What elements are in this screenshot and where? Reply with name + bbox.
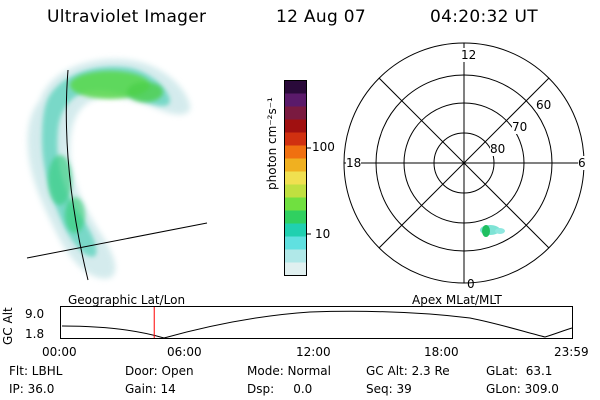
mlt-label-6: 6 — [578, 156, 586, 170]
mlt-label-18: 18 — [346, 156, 362, 170]
timeline-left-title: Geographic Lat/Lon — [68, 293, 186, 307]
info-gain: Gain: 14 — [125, 382, 176, 396]
colorbar-tick-100: 100 — [312, 140, 335, 154]
orbit-altitude-curve — [61, 310, 573, 339]
colorbar-stripe — [284, 106, 307, 120]
colorbar-stripe — [284, 158, 307, 172]
image-date: 12 Aug 07 — [276, 7, 366, 27]
polar-mlt-plot — [343, 42, 585, 284]
colorbar-tick-10: 10 — [315, 227, 331, 241]
colorbar — [284, 80, 307, 276]
colorbar-stripe — [284, 80, 307, 94]
latitude-line — [26, 222, 208, 259]
lat-label-70: 70 — [512, 120, 528, 134]
colorbar-stripe — [284, 184, 307, 198]
instrument-title: Ultraviolet Imager — [47, 7, 207, 27]
timeline-ymax: 9.0 — [25, 307, 45, 321]
colorbar-stripe — [284, 249, 307, 263]
info-door: Door: Open — [125, 364, 194, 378]
info-dsp: Dsp: 0.0 — [247, 382, 313, 396]
info-filter: Flt: LBHL — [9, 364, 63, 378]
x-tick-2359: 23:59 — [554, 345, 589, 359]
mlt-label-0: 0 — [467, 277, 475, 291]
colorbar-stripe — [284, 236, 307, 250]
info-ip: IP: 36.0 — [9, 382, 55, 396]
x-tick-1200: 12:00 — [296, 345, 331, 359]
info-gc-alt: GC Alt: 2.3 Re — [366, 364, 450, 378]
lat-label-60: 60 — [536, 98, 552, 112]
colorbar-stripe — [284, 210, 307, 224]
info-mode: Mode: Normal — [247, 364, 331, 378]
colorbar-stripe — [284, 262, 307, 276]
x-tick-0600: 06:00 — [167, 345, 202, 359]
x-tick-1800: 18:00 — [424, 345, 459, 359]
colorbar-stripe — [284, 171, 307, 185]
colorbar-ticks — [307, 147, 311, 235]
timeline-ymin: 1.8 — [25, 327, 45, 341]
info-seq: Seq: 39 — [366, 382, 412, 396]
lat-label-80: 80 — [490, 142, 506, 156]
colorbar-unit-label: photon cm⁻²s⁻¹ — [265, 97, 279, 190]
x-tick-0000: 00:00 — [42, 345, 77, 359]
mlt-label-12: 12 — [460, 48, 478, 62]
image-time: 04:20:32 UT — [430, 7, 538, 27]
colorbar-stripe — [284, 223, 307, 237]
timeline-axis-label: GC Alt — [1, 307, 15, 345]
geographic-image — [26, 59, 208, 281]
info-glat: GLat: 63.1 — [486, 364, 553, 378]
colorbar-stripe — [284, 119, 307, 133]
altitude-timeline — [60, 306, 573, 339]
colorbar-stripe — [284, 132, 307, 146]
auroral-oval-core — [48, 71, 163, 233]
info-glon: GLon: 309.0 — [486, 382, 559, 396]
timeline-right-title: Apex MLat/MLT — [412, 293, 502, 307]
polar-aurora-spot — [480, 225, 505, 237]
colorbar-stripe — [284, 197, 307, 211]
colorbar-stripe — [284, 145, 307, 159]
colorbar-stripe — [284, 93, 307, 107]
